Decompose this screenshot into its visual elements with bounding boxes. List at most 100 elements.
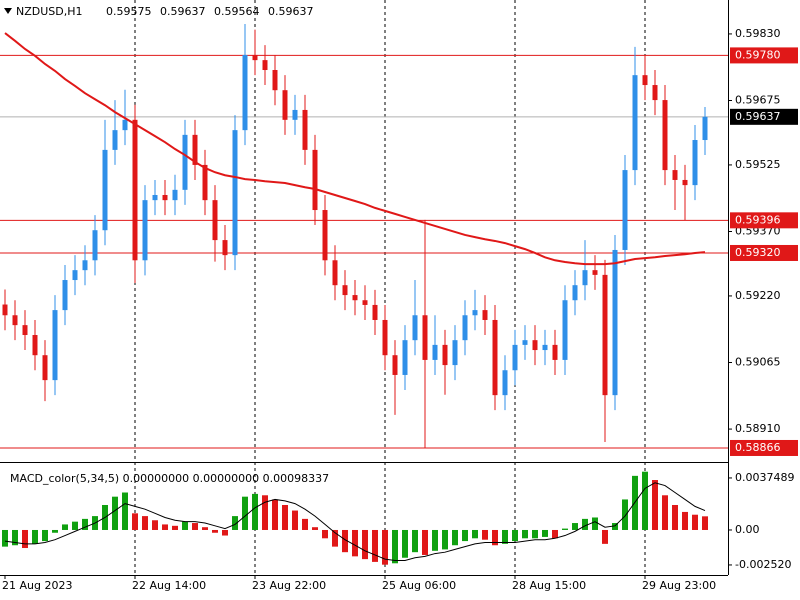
candle-body <box>222 240 228 256</box>
current-price-box <box>730 108 798 125</box>
candle-body <box>92 230 98 261</box>
candle-body <box>192 134 198 165</box>
candle-body <box>562 300 568 360</box>
y-tick-label: 0.58910 <box>735 422 781 435</box>
macd-bar <box>342 529 348 553</box>
moving-average <box>4 32 706 266</box>
macd-bar <box>482 529 488 540</box>
macd-bar <box>32 529 38 544</box>
candle-body <box>82 260 88 271</box>
macd-bar <box>202 527 208 530</box>
header-value: 0.59637 <box>268 5 314 18</box>
macd-bar <box>152 520 158 530</box>
macd-bar <box>392 529 398 564</box>
level-label: 0.59320 <box>735 246 781 259</box>
header-value: 0.59637 <box>160 5 206 18</box>
macd-bar <box>492 529 498 546</box>
candle-body <box>152 194 158 201</box>
collapse-icon[interactable] <box>4 8 12 14</box>
x-tick-label: 21 Aug 2023 <box>2 579 72 592</box>
macd-bar <box>542 529 548 537</box>
candle-body <box>542 344 548 351</box>
candle-body <box>702 116 708 141</box>
macd-bar <box>72 521 78 530</box>
candle-body <box>372 304 378 320</box>
macd-bar <box>412 529 418 553</box>
candle-body <box>462 315 468 341</box>
macd-bar <box>422 529 428 555</box>
candle-body <box>282 90 288 120</box>
candle-body <box>182 134 188 190</box>
header-value: 0.59564 <box>214 5 260 18</box>
candle-body <box>692 140 698 186</box>
candle-body <box>202 164 208 201</box>
candle-body <box>302 109 308 150</box>
macd-bar <box>432 529 438 551</box>
macd-bar <box>472 529 478 539</box>
y-tick-label: 0.59675 <box>735 94 781 107</box>
x-tick-label: 23 Aug 22:00 <box>252 579 326 592</box>
level-label-box <box>730 47 798 64</box>
candle-body <box>352 295 358 301</box>
candle-body <box>62 280 68 311</box>
level-label-box <box>730 244 798 261</box>
candle-body <box>32 335 38 356</box>
macd-header: MACD_color(5,34,5) 0.00000000 0.00000000… <box>10 472 329 485</box>
candle-body <box>442 344 448 366</box>
candle-body <box>622 170 628 250</box>
macd-bar <box>582 518 588 530</box>
macd-bar <box>252 493 258 530</box>
macd-bar <box>22 529 28 549</box>
macd-bar <box>242 496 248 530</box>
macd-bar <box>702 516 708 530</box>
candle-body <box>12 315 18 326</box>
macd-bar <box>362 529 368 560</box>
macd-bar <box>42 529 48 542</box>
macd-bar <box>132 513 138 530</box>
macd-bar <box>122 492 128 530</box>
candle-body <box>602 274 608 396</box>
candle-body <box>662 100 668 171</box>
candle-body <box>172 189 178 201</box>
candle-body <box>242 54 248 131</box>
candle-body <box>322 210 328 261</box>
macd-bar <box>272 499 278 530</box>
candle-body <box>2 304 8 316</box>
candle-body <box>122 119 128 131</box>
macd-bar <box>672 504 678 530</box>
candle-body <box>402 340 408 375</box>
y-tick-label: 0.59065 <box>735 356 781 369</box>
level-label: 0.59396 <box>735 213 781 226</box>
macd-bar <box>182 521 188 530</box>
macd-bar <box>212 529 218 533</box>
level-label-box <box>730 212 798 229</box>
x-tick-label: 29 Aug 23:00 <box>642 579 716 592</box>
y-tick-label: 0.59830 <box>735 27 781 40</box>
candle-body <box>592 270 598 275</box>
macd-bar <box>682 511 688 530</box>
macd-bar <box>142 516 148 530</box>
candle-body <box>552 344 558 360</box>
macd-bar <box>372 529 378 562</box>
macd-bar <box>232 516 238 530</box>
candle-body <box>682 179 688 186</box>
candle-body <box>212 200 218 241</box>
x-tick-label: 25 Aug 06:00 <box>382 579 456 592</box>
macd-bar <box>522 529 528 539</box>
candle-body <box>362 300 368 305</box>
candle-body <box>612 249 618 396</box>
y2-tick-label: -0.002520 <box>735 558 791 571</box>
macd-bar <box>172 525 178 530</box>
y-tick-label: 0.59220 <box>735 289 781 302</box>
macd-bar <box>192 523 198 530</box>
macd-bar <box>602 529 608 544</box>
macd-bar <box>562 528 568 530</box>
macd-bar <box>262 495 268 530</box>
candle-body <box>412 315 418 341</box>
candle-body <box>272 70 278 91</box>
candle-body <box>232 130 238 256</box>
candle-body <box>582 270 588 286</box>
macd-bar <box>572 523 578 530</box>
